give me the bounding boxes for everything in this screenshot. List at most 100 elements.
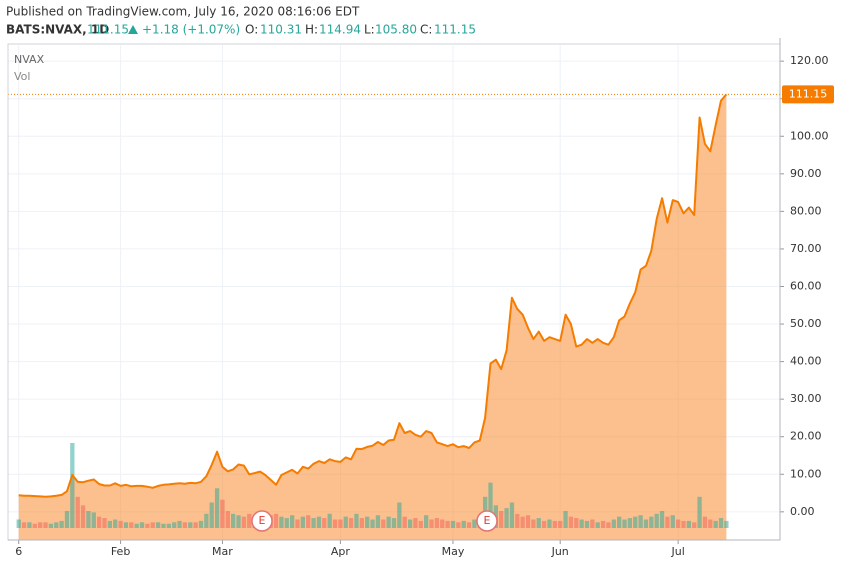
volume-bar: [338, 519, 343, 528]
volume-bar: [365, 516, 370, 528]
volume-bar: [692, 522, 697, 528]
area-fill: [18, 94, 727, 541]
volume-bar: [161, 523, 166, 528]
volume-bar: [134, 523, 139, 528]
volume-bar: [381, 519, 386, 528]
volume-bar: [107, 520, 113, 528]
volume-bar: [16, 519, 21, 528]
volume-bar: [590, 519, 595, 528]
y-tick-label: 120.00: [790, 54, 829, 67]
volume-bar: [600, 520, 606, 528]
volume-bar: [702, 516, 708, 528]
volume-bar: [568, 516, 574, 528]
y-tick-label: 0.00: [790, 505, 815, 518]
earnings-marker[interactable]: [251, 510, 273, 532]
volume-bar: [150, 522, 155, 528]
volume-bar: [129, 522, 134, 528]
volume-bar: [182, 522, 188, 528]
volume-bar: [75, 496, 80, 528]
volume-bar: [322, 518, 327, 528]
x-tick-label: Jun: [551, 545, 569, 558]
plot: 0.00 10.00 20.00 30.00 40.00 50.00 60.00 70.00 8…: [7, 38, 834, 558]
legend-symbol: NVAX: [14, 53, 45, 66]
volume-bar: [584, 520, 590, 528]
volume-bar: [418, 520, 423, 528]
volume-bar: [552, 520, 557, 528]
up-arrow: [128, 25, 138, 34]
volume-bar: [536, 518, 541, 528]
volume-bar: [188, 522, 193, 528]
close-label: C:: [420, 23, 432, 37]
volume-bar: [102, 518, 107, 528]
y-tick-label: 100.00: [790, 129, 829, 142]
volume-bar: [547, 519, 552, 528]
volume-bar: [54, 522, 59, 528]
volume-bar: [80, 505, 86, 528]
y-tick-label: 60.00: [790, 279, 822, 292]
volume-bar: [247, 513, 252, 528]
volume-bar: [96, 516, 102, 528]
volume-bar: [686, 520, 692, 528]
x-tick-label: Mar: [212, 545, 233, 558]
volume-bar: [38, 522, 43, 528]
volume-bar: [606, 522, 611, 528]
volume-bar: [445, 520, 450, 528]
volume-bar: [225, 511, 230, 528]
last: 111.15: [87, 23, 129, 37]
volume-bar: [697, 496, 702, 528]
y-tick-label: 10.00: [790, 467, 822, 480]
volume-bar: [198, 520, 204, 528]
volume-bar: [440, 519, 445, 528]
high-label: H:: [305, 23, 318, 37]
y-tick-label: 90.00: [790, 167, 822, 180]
volume-bar: [354, 513, 359, 528]
volume-bar: [520, 516, 525, 528]
volume-bar: [64, 511, 70, 528]
price-label: 111.15: [789, 87, 828, 100]
x-tick-label: May: [442, 545, 465, 558]
volume-bar: [402, 516, 407, 528]
price-label-box: [782, 85, 834, 104]
volume-bar: [665, 516, 670, 528]
volume-bar: [638, 515, 643, 528]
volume-bar: [563, 511, 568, 528]
volume-bar: [611, 519, 616, 528]
volume-bar: [166, 523, 171, 528]
volume-bar: [504, 508, 509, 528]
volume-bar: [472, 519, 477, 528]
x-tick-label: Feb: [111, 545, 130, 558]
volume-bar: [21, 522, 27, 528]
volume-bar: [59, 520, 64, 528]
x-tick-label: Jul: [670, 545, 684, 558]
volume-bar: [450, 520, 456, 528]
volume-bar: [488, 482, 493, 528]
volume-bar: [461, 520, 466, 528]
volume-bar: [113, 519, 118, 528]
volume-bar: [220, 499, 225, 528]
volume-bar: [622, 519, 627, 528]
volume-bar: [654, 513, 659, 528]
volume-bar: [306, 515, 311, 528]
volume-bar: [649, 516, 654, 528]
volume-bar: [541, 520, 547, 528]
volume-bar: [348, 518, 354, 528]
volume-bar: [204, 513, 209, 528]
volume-bar: [123, 522, 129, 528]
volume-bar: [675, 519, 681, 528]
volume-bar: [681, 520, 686, 528]
volume-bar: [525, 515, 531, 528]
volume-bar: [713, 520, 718, 528]
volume-bar: [48, 523, 54, 528]
volume-bar: [499, 511, 504, 528]
volume-bar: [316, 516, 322, 528]
price-line: [18, 93, 728, 498]
volume-bar: [231, 513, 236, 528]
legend-volume: Vol: [14, 70, 30, 83]
volume-bar: [708, 519, 713, 528]
volume-bar: [295, 519, 300, 528]
volume-bar: [193, 522, 198, 528]
earnings-label: E: [259, 514, 266, 527]
volume-bar: [284, 518, 289, 528]
earnings-marker[interactable]: [476, 510, 498, 532]
